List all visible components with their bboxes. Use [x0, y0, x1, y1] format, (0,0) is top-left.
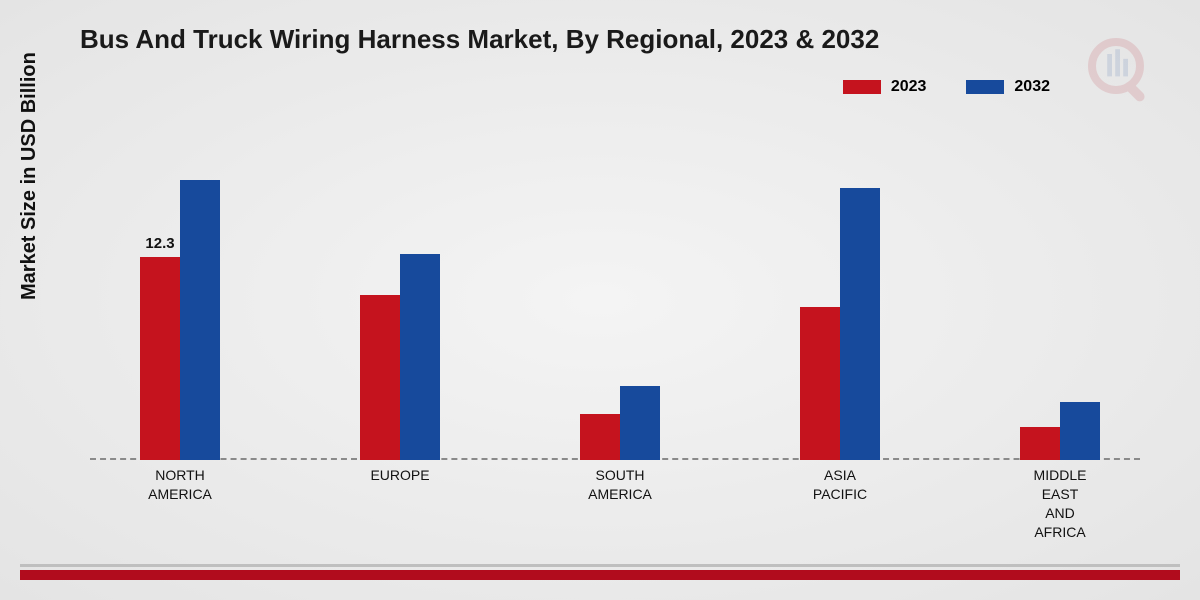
- chart-container: Bus And Truck Wiring Harness Market, By …: [0, 0, 1200, 600]
- x-tick-label: MIDDLE EAST AND AFRICA: [1034, 466, 1087, 542]
- y-axis-label: Market Size in USD Billion: [18, 52, 41, 300]
- bar: [620, 386, 660, 460]
- x-tick-label: ASIA PACIFIC: [813, 466, 867, 504]
- footer-accent-bar: [20, 570, 1180, 580]
- bar-group: [580, 386, 660, 460]
- bar: 12.3: [140, 257, 180, 460]
- legend-swatch-2032: [966, 80, 1004, 94]
- bar: [180, 180, 220, 461]
- bar: [800, 307, 840, 460]
- legend-label-2023: 2023: [891, 78, 927, 96]
- bar-group: 12.3: [140, 180, 220, 461]
- legend-item-2032: 2032: [966, 78, 1050, 96]
- bar-group: [1020, 402, 1100, 460]
- bar: [840, 188, 880, 460]
- chart-title: Bus And Truck Wiring Harness Market, By …: [80, 24, 879, 55]
- x-tick-label: SOUTH AMERICA: [588, 466, 652, 504]
- bar-value-label: 12.3: [145, 235, 174, 252]
- bar: [1020, 427, 1060, 460]
- x-tick-label: NORTH AMERICA: [148, 466, 212, 504]
- bar: [1060, 402, 1100, 460]
- watermark-icon: [1080, 30, 1160, 110]
- bar: [580, 414, 620, 460]
- legend-label-2032: 2032: [1014, 78, 1050, 96]
- legend-swatch-2023: [843, 80, 881, 94]
- bar: [360, 295, 400, 460]
- bar-group: [360, 254, 440, 460]
- bar: [400, 254, 440, 460]
- legend-item-2023: 2023: [843, 78, 927, 96]
- bar-group: [800, 188, 880, 460]
- plot-area: 12.3: [90, 130, 1150, 460]
- x-tick-label: EUROPE: [370, 466, 429, 485]
- legend: 2023 2032: [843, 78, 1050, 96]
